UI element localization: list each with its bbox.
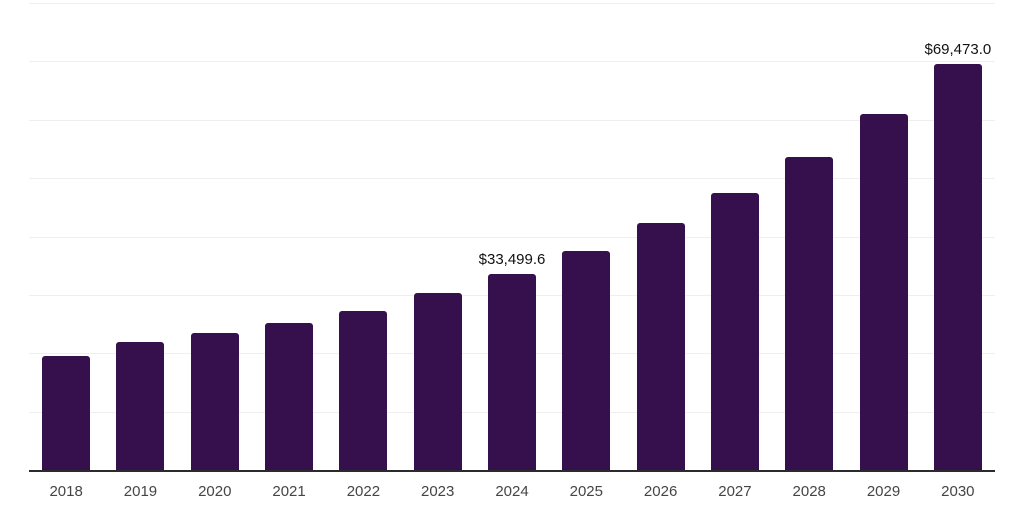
bar-2018: [42, 356, 91, 470]
x-axis-labels: 2018 2019 2020 2021 2022 2023 2024 2025 2026 2027…: [29, 484, 995, 504]
bar-2030: [933, 64, 982, 470]
bar-2020: [190, 333, 239, 470]
x-tick-label-2021: 2021: [272, 483, 306, 500]
plot-area: $33,499.6 $69,473.0: [29, 3, 995, 472]
x-tick-label-2028: 2028: [792, 483, 826, 500]
x-tick-label-2020: 2020: [198, 483, 232, 500]
gridline: [29, 119, 995, 121]
x-tick-label-2029: 2029: [866, 483, 901, 500]
data-label-2030: $69,473.0: [924, 41, 992, 58]
gridline: [29, 61, 995, 63]
bar-2019: [116, 342, 165, 470]
x-tick-label-2018: 2018: [49, 483, 83, 500]
bar-2027: [710, 193, 759, 470]
bar-2023: [413, 293, 462, 470]
bar-2026: [636, 223, 685, 470]
x-tick-label-2025: 2025: [569, 483, 603, 500]
x-tick-label-2026: 2026: [643, 483, 678, 500]
gridline: [29, 3, 995, 4]
bar-2029: [859, 114, 908, 470]
x-tick-label-2024: 2024: [495, 483, 529, 500]
x-tick-label-2030: 2030: [941, 483, 975, 500]
bar-2024: [488, 274, 536, 470]
x-tick-label-2019: 2019: [123, 483, 158, 500]
gridline: [29, 236, 995, 238]
bar-2028: [785, 157, 834, 470]
bar-2025: [562, 251, 611, 470]
bar-2022: [339, 311, 388, 470]
x-tick-label-2023: 2023: [421, 483, 455, 500]
x-tick-label-2022: 2022: [346, 483, 381, 500]
data-label-2024: $33,499.6: [478, 251, 546, 268]
bar-2021: [265, 323, 314, 470]
gridline: [29, 178, 995, 180]
x-tick-label-2027: 2027: [718, 483, 752, 500]
